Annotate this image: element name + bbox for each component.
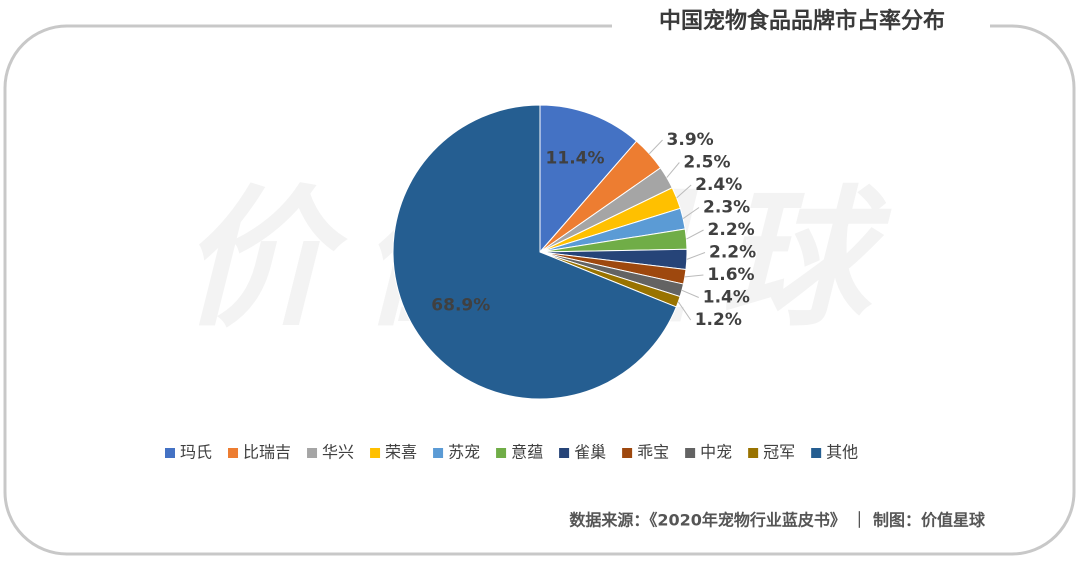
legend-label: 华兴 [322,443,354,462]
legend-label: 意蕴 [511,443,543,462]
legend-swatch [748,448,759,458]
legend-label: 比瑞吉 [243,443,291,462]
leader-line [677,301,692,321]
legend-swatch [496,448,507,458]
legend-label: 荣喜 [385,443,417,462]
leader-line [648,139,663,155]
legend-label: 苏宠 [448,443,480,462]
legend-swatch [165,448,175,458]
leader-line [686,252,706,260]
title-bg [612,5,990,39]
data-label: 2.2% [709,243,756,263]
legend-swatch [370,448,381,458]
legend-swatch [622,448,633,458]
source: 数据来源：《2020年宠物行业蓝皮书》 ｜ 制图：价值星球 [569,511,986,530]
data-label: 2.2% [708,220,755,240]
data-label: 2.4% [695,175,742,195]
leader-line [682,207,700,219]
chart-title: 中国宠物食品品牌市占率分布 [659,8,945,34]
data-label: 68.9% [431,295,490,315]
legend-label: 中宠 [700,443,732,462]
legend-label: 玛氏 [180,443,212,462]
data-label: 11.4% [546,148,605,168]
legend-label: 乖宝 [637,443,669,462]
leader-line [666,162,680,178]
legend-label: 冠军 [763,443,795,462]
legend-swatch [307,448,318,458]
data-label: 1.6% [707,265,754,285]
pie-slice [392,104,677,400]
leader-line [676,184,692,199]
data-label: 1.2% [695,310,742,330]
legend-swatch [433,448,444,458]
leader-line [684,274,704,278]
data-label: 2.3% [703,198,750,218]
legend-swatch [685,448,696,458]
pie-slice [539,104,638,254]
data-label: 3.9% [667,130,714,150]
data-label: 1.4% [703,288,750,308]
legend-swatch [559,448,570,458]
leader-line [686,229,704,240]
leader-line [681,289,699,298]
legend-swatch [811,448,822,458]
legend-swatch [228,448,239,458]
legend-label: 雀巢 [574,443,606,462]
data-label: 2.5% [683,153,730,173]
legend-label: 其他 [826,443,858,462]
